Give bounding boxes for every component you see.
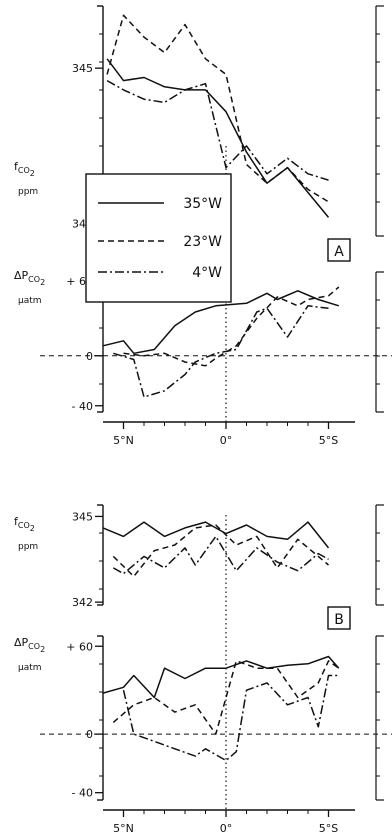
x-tick-label: 5°N: [113, 822, 134, 835]
panel-label: B: [334, 612, 344, 628]
x-tick-label: 0°: [220, 434, 233, 447]
panel-label-box: [327, 238, 351, 262]
series-line-23w: [106, 14, 329, 203]
legend-label: 4°W: [192, 265, 222, 281]
y-axis-unit: μatm: [18, 663, 42, 673]
y-axis-unit: μatm: [18, 296, 42, 306]
x-tick-label: 5°S: [319, 434, 338, 447]
legend: 35°W 23°W 4°W: [85, 173, 232, 303]
y-axis-unit: ppm: [18, 187, 38, 197]
series-line-4w: [106, 79, 329, 181]
y-tick-label: 342: [72, 596, 93, 609]
series-line-23w: [112, 524, 329, 578]
legend-box: [85, 173, 232, 303]
y-tick-label: 345: [72, 62, 93, 75]
y-tick-label: + 60: [66, 640, 93, 653]
y-tick-label: - 40: [72, 787, 93, 800]
series-line-23w: [112, 660, 340, 735]
series-line-23w: [123, 286, 340, 367]
y-axis-label: fCO2: [14, 515, 35, 533]
series-line-35w: [102, 655, 340, 699]
y-tick-label: 345: [72, 510, 93, 523]
y-axis-label: ΔPCO2: [14, 636, 45, 654]
series-line-35w: [102, 521, 330, 549]
legend-label: 23°W: [183, 234, 222, 250]
subplot-fco2: 345 342 fCO2 ppm: [14, 504, 384, 609]
series-line-4w: [112, 535, 329, 575]
x-tick-label: 0°: [220, 822, 233, 835]
legend-label: 35°W: [183, 196, 222, 212]
y-axis-label: ΔPCO2: [14, 269, 45, 287]
series-line-35w: [106, 58, 330, 218]
y-tick-label: - 40: [72, 400, 93, 413]
y-axis-unit: ppm: [18, 542, 38, 552]
series-line-4w: [122, 674, 339, 762]
series-line-4w: [113, 305, 329, 398]
x-tick-label: 5°N: [113, 434, 134, 447]
series-line-35w: [102, 290, 340, 355]
y-axis-label: fCO2: [14, 160, 35, 178]
panel-label-box: [327, 606, 351, 630]
x-tick-label: 5°S: [319, 822, 338, 835]
panel-label: A: [334, 244, 344, 260]
